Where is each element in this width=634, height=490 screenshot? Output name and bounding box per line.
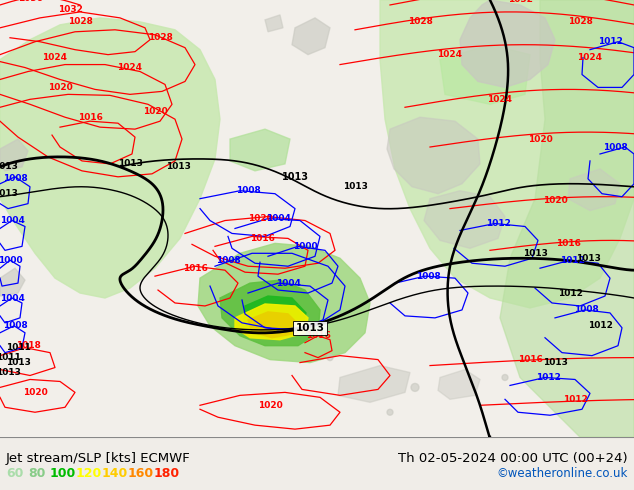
Text: 1020: 1020 xyxy=(543,196,567,205)
Text: 1020: 1020 xyxy=(48,83,72,92)
Polygon shape xyxy=(0,18,220,298)
Text: 1028: 1028 xyxy=(68,17,93,26)
Text: 120: 120 xyxy=(76,467,102,481)
Text: 1013: 1013 xyxy=(522,249,547,258)
Text: 100: 100 xyxy=(50,467,76,481)
Text: 1013: 1013 xyxy=(117,159,143,169)
Polygon shape xyxy=(244,296,306,338)
Text: 1012: 1012 xyxy=(557,289,583,297)
Text: 1012: 1012 xyxy=(536,373,560,382)
Text: 1020: 1020 xyxy=(257,401,282,410)
Text: 1013: 1013 xyxy=(0,189,18,198)
Text: 1028: 1028 xyxy=(408,17,432,26)
Text: 1011: 1011 xyxy=(0,353,20,362)
Polygon shape xyxy=(0,268,25,296)
Text: 1032: 1032 xyxy=(508,0,533,4)
Text: 1013: 1013 xyxy=(281,172,309,182)
Polygon shape xyxy=(198,244,370,363)
Text: 1012: 1012 xyxy=(562,395,588,404)
Text: 1016: 1016 xyxy=(77,113,103,122)
Text: 1016: 1016 xyxy=(555,239,581,248)
Text: 1008: 1008 xyxy=(574,305,598,315)
Text: Th 02-05-2024 00:00 UTC (00+24): Th 02-05-2024 00:00 UTC (00+24) xyxy=(398,452,628,465)
Text: 60: 60 xyxy=(6,467,23,481)
Text: 1004: 1004 xyxy=(276,279,301,288)
Text: 1012: 1012 xyxy=(588,321,612,330)
Text: 1020: 1020 xyxy=(527,135,552,144)
Text: 1012: 1012 xyxy=(598,37,623,46)
Text: 1024: 1024 xyxy=(578,53,602,62)
Text: 1032: 1032 xyxy=(58,5,82,14)
Text: 1024: 1024 xyxy=(488,95,512,104)
Text: 1008: 1008 xyxy=(3,174,27,183)
Text: 1008: 1008 xyxy=(216,256,240,265)
Text: 1018: 1018 xyxy=(16,341,41,350)
Text: 1016: 1016 xyxy=(250,234,275,243)
Polygon shape xyxy=(0,139,28,171)
Text: Jet stream/SLP [kts] ECMWF: Jet stream/SLP [kts] ECMWF xyxy=(6,452,191,465)
Text: 1008: 1008 xyxy=(603,143,628,151)
Text: 1013: 1013 xyxy=(342,182,368,191)
Text: 1008: 1008 xyxy=(3,321,27,330)
Text: ©weatheronline.co.uk: ©weatheronline.co.uk xyxy=(496,467,628,481)
Polygon shape xyxy=(220,280,320,345)
Polygon shape xyxy=(292,18,330,54)
Text: 180: 180 xyxy=(154,467,180,481)
Text: 1013: 1013 xyxy=(295,323,325,333)
Text: 1028: 1028 xyxy=(148,33,172,42)
Text: 1011: 1011 xyxy=(6,343,30,352)
Polygon shape xyxy=(424,191,505,248)
Text: 1008: 1008 xyxy=(416,271,441,281)
Text: 1004: 1004 xyxy=(0,216,25,225)
Polygon shape xyxy=(438,369,480,399)
Polygon shape xyxy=(460,0,555,87)
Text: 1024: 1024 xyxy=(437,50,462,59)
Circle shape xyxy=(387,409,393,415)
Text: 1016: 1016 xyxy=(183,264,207,273)
Text: 1012: 1012 xyxy=(486,219,510,228)
Text: 1013: 1013 xyxy=(0,368,20,377)
Circle shape xyxy=(411,384,419,392)
Polygon shape xyxy=(380,0,634,308)
Text: 160: 160 xyxy=(128,467,154,481)
Text: 1020: 1020 xyxy=(248,214,273,223)
Text: 1004: 1004 xyxy=(266,214,290,223)
Polygon shape xyxy=(338,366,410,402)
Text: 1000: 1000 xyxy=(0,256,22,265)
Text: 1013: 1013 xyxy=(165,162,190,171)
Text: 1016: 1016 xyxy=(306,331,330,340)
Polygon shape xyxy=(440,45,530,104)
Text: 1013: 1013 xyxy=(576,254,600,263)
Text: 1028: 1028 xyxy=(567,17,592,26)
Text: 1013: 1013 xyxy=(543,358,567,367)
Text: 1020: 1020 xyxy=(23,388,48,397)
Text: 1013: 1013 xyxy=(6,358,30,367)
Text: 1004: 1004 xyxy=(0,294,25,302)
Polygon shape xyxy=(387,117,480,194)
Text: 1012: 1012 xyxy=(560,256,585,265)
Text: 1036: 1036 xyxy=(18,0,42,2)
Polygon shape xyxy=(248,312,298,338)
Polygon shape xyxy=(500,0,634,437)
Text: 1016: 1016 xyxy=(517,355,543,364)
Text: 80: 80 xyxy=(28,467,46,481)
Circle shape xyxy=(327,355,333,361)
Text: 1013: 1013 xyxy=(0,162,18,171)
Text: 1020: 1020 xyxy=(143,107,167,116)
Polygon shape xyxy=(568,169,620,211)
Circle shape xyxy=(502,374,508,380)
Polygon shape xyxy=(265,15,283,32)
Text: 1000: 1000 xyxy=(293,242,317,251)
Polygon shape xyxy=(235,304,308,340)
Text: 140: 140 xyxy=(102,467,128,481)
Text: 1008: 1008 xyxy=(236,186,261,195)
Polygon shape xyxy=(230,129,290,171)
Text: 1024: 1024 xyxy=(42,53,67,62)
Text: 1024: 1024 xyxy=(117,63,143,72)
